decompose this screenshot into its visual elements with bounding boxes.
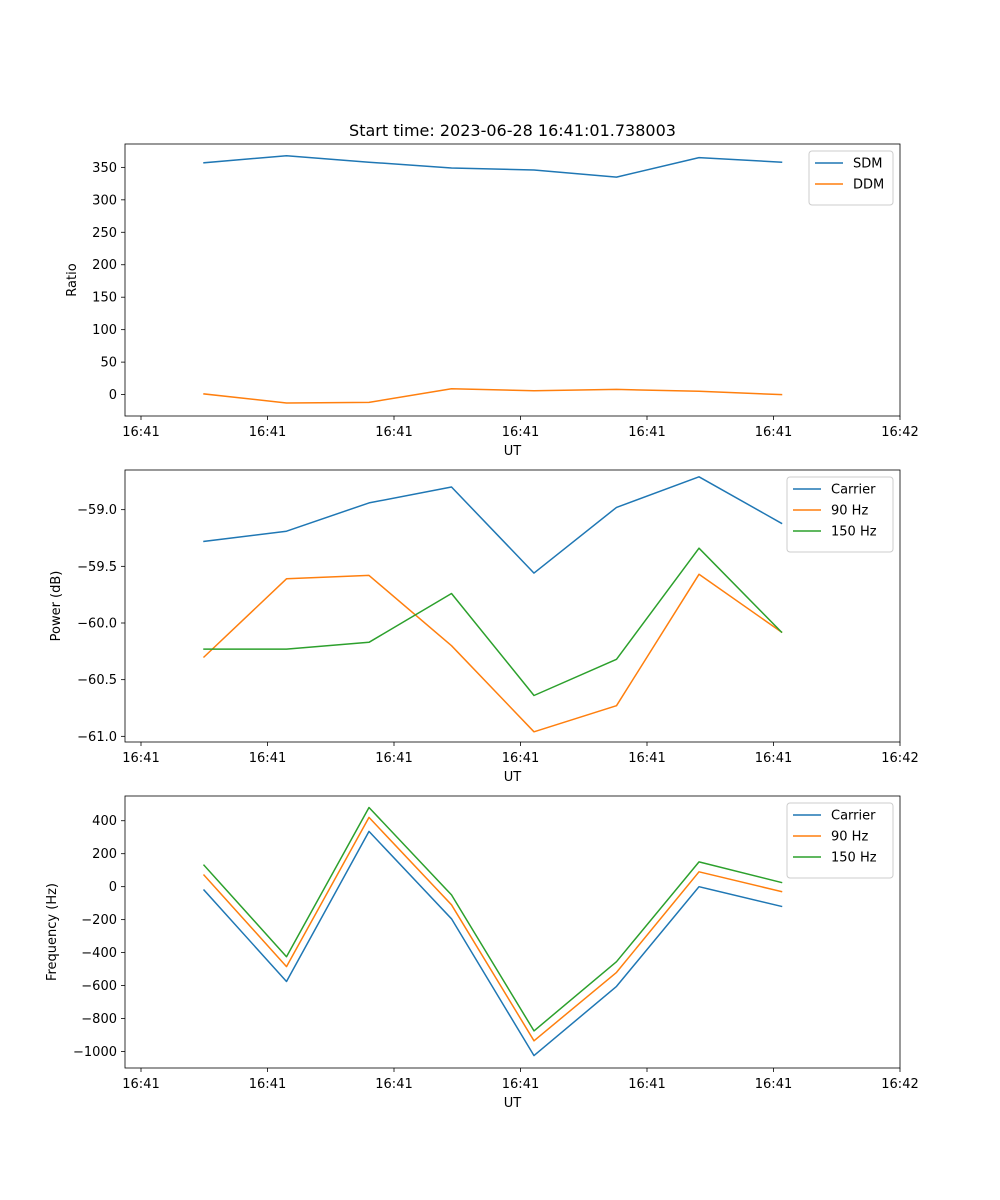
series-line-90-hz [202, 573, 783, 733]
x-tick-label: 16:41 [502, 751, 539, 766]
legend: Carrier 90 Hz 150 Hz [786, 802, 894, 879]
x-tick-label: 16:42 [881, 751, 918, 766]
y-axis-label: Ratio [65, 263, 80, 296]
y-tick-label: −600 [81, 979, 117, 994]
legend-label: 150 Hz [831, 851, 877, 866]
legend-box [786, 476, 894, 553]
panels: 16:41 16:41 16:41 16:41 16:41 16:41 16:42 0 50 10… [45, 143, 919, 1111]
y-tick-label: 50 [100, 356, 117, 371]
y-tick-label: −61.0 [77, 730, 117, 745]
series-line-ddm [203, 387, 783, 404]
legend-label: SDM [853, 157, 882, 172]
x-tick-label: 16:41 [122, 425, 159, 440]
legend-label: Carrier [831, 483, 876, 498]
legend-box [786, 802, 894, 879]
legend-label: Carrier [831, 809, 876, 824]
y-tick-label: 0 [109, 388, 117, 403]
y-axis-label: Frequency (Hz) [45, 883, 60, 981]
y-tick-label: 200 [92, 258, 117, 273]
legend: Carrier 90 Hz 150 Hz [786, 476, 894, 553]
panel-3: 16:41 16:41 16:41 16:41 16:41 16:41 16:42 −1000… [45, 795, 919, 1111]
x-tick-label: 16:41 [628, 425, 665, 440]
series-line-150-hz [202, 806, 783, 1032]
series-line-carrier [203, 476, 783, 574]
x-tick-label: 16:41 [502, 425, 539, 440]
x-axis-label: UT [504, 770, 522, 785]
x-tick-label: 16:41 [755, 751, 792, 766]
legend-label: 150 Hz [831, 525, 877, 540]
panel-1: 16:41 16:41 16:41 16:41 16:41 16:41 16:42 0 50 10… [65, 143, 919, 459]
figure-title: Start time: 2023-06-28 16:41:01.738003 [349, 121, 676, 140]
x-tick-label: 16:41 [249, 425, 286, 440]
y-tick-label: −400 [81, 946, 117, 961]
legend-box [808, 150, 894, 206]
x-tick-label: 16:41 [502, 1077, 539, 1092]
y-axis-label: Power (dB) [49, 571, 64, 642]
y-tick-label: 350 [92, 161, 117, 176]
x-axis-label: UT [504, 1096, 522, 1111]
y-tick-label: 100 [92, 323, 117, 338]
axes-frame [124, 795, 901, 1069]
series-line-150-hz [203, 547, 783, 697]
x-tick-label: 16:41 [122, 1077, 159, 1092]
series-line-90-hz [202, 816, 783, 1042]
x-tick-label: 16:41 [375, 751, 412, 766]
y-tick-label: 0 [109, 880, 117, 895]
x-tick-label: 16:41 [628, 1077, 665, 1092]
y-tick-label: −59.0 [77, 503, 117, 518]
x-axis-label: UT [504, 444, 522, 459]
x-tick-label: 16:41 [122, 751, 159, 766]
y-tick-label: 200 [92, 847, 117, 862]
y-tick-label: 400 [92, 814, 117, 829]
legend-label: 90 Hz [831, 830, 868, 845]
x-tick-label: 16:41 [249, 751, 286, 766]
y-tick-label: −1000 [73, 1045, 117, 1060]
series-line-carrier [202, 830, 783, 1057]
x-tick-label: 16:42 [881, 1077, 918, 1092]
y-tick-label: −800 [81, 1012, 117, 1027]
panel-2: 16:41 16:41 16:41 16:41 16:41 16:41 16:42 −61.0… [49, 469, 919, 785]
axes-frame [124, 143, 901, 417]
x-tick-label: 16:41 [375, 1077, 412, 1092]
y-tick-label: 300 [92, 193, 117, 208]
x-tick-label: 16:41 [755, 425, 792, 440]
x-tick-label: 16:41 [249, 1077, 286, 1092]
axes-frame [124, 469, 901, 743]
y-tick-label: 250 [92, 226, 117, 241]
series-line-sdm [203, 154, 783, 178]
x-tick-label: 16:41 [755, 1077, 792, 1092]
y-tick-label: 150 [92, 291, 117, 306]
y-tick-label: −59.5 [77, 560, 117, 575]
legend-label: 90 Hz [831, 504, 868, 519]
x-tick-label: 16:41 [375, 425, 412, 440]
y-tick-label: −60.0 [77, 617, 117, 632]
y-tick-label: −60.5 [77, 673, 117, 688]
legend: SDM DDM [808, 150, 894, 206]
legend-label: DDM [853, 178, 884, 193]
x-tick-label: 16:41 [628, 751, 665, 766]
y-tick-label: −200 [81, 913, 117, 928]
x-tick-label: 16:42 [881, 425, 918, 440]
